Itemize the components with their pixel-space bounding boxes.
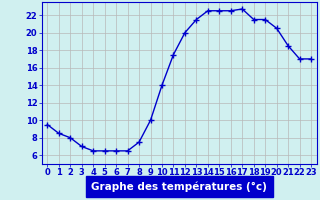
X-axis label: Graphe des températures (°c): Graphe des températures (°c) <box>91 181 267 192</box>
